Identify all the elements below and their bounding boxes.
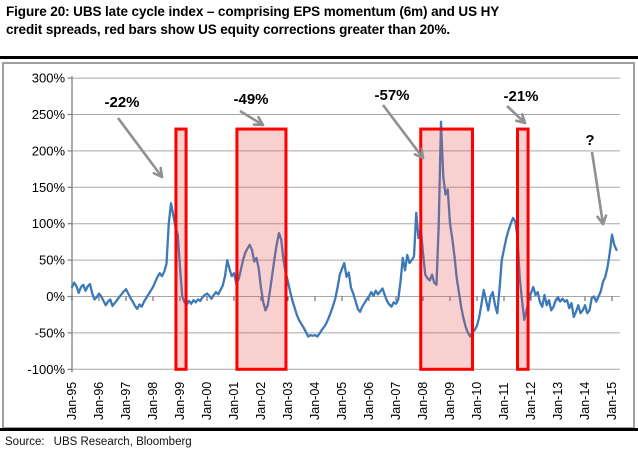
annotation-arrowhead — [159, 166, 164, 179]
y-axis-label: 150% — [32, 180, 66, 195]
source-text: UBS Research, Bloomberg — [53, 436, 192, 448]
y-axis-label: 0% — [46, 289, 65, 304]
annotation-arrowhead — [257, 115, 265, 127]
y-axis-label: 250% — [32, 107, 66, 122]
y-axis-label: -100% — [27, 362, 65, 377]
x-axis-label: Jan-15 — [605, 382, 619, 420]
figure-title-line2: credit spreads, red bars show US equity … — [6, 22, 450, 37]
annotation-arrow — [506, 105, 526, 124]
x-axis-label: Jan-14 — [578, 382, 592, 420]
annotation-arrow — [239, 109, 264, 127]
annotation-label: -22% — [104, 94, 139, 111]
x-axis-label: Jan-95 — [65, 382, 79, 420]
annotation-arrowhead — [420, 147, 425, 160]
annotation-label: -57% — [374, 87, 409, 104]
annotation-arrowhead — [520, 113, 527, 125]
x-axis-label: Jan-12 — [524, 382, 538, 420]
source-label: Source: — [5, 436, 45, 448]
late-cycle-index-line — [70, 120, 618, 338]
x-axis-label: Jan-99 — [173, 382, 187, 420]
figure-title-line1: Figure 20: UBS late cycle index – compri… — [6, 4, 500, 19]
y-axis-label: 200% — [32, 143, 66, 158]
x-axis-label: Jan-00 — [200, 382, 214, 420]
y-axis-label: -50% — [35, 325, 66, 340]
annotation-arrowhead — [601, 214, 608, 226]
figure-title: Figure 20: UBS late cycle index – compri… — [6, 3, 499, 39]
y-axis-label: 300% — [32, 71, 66, 86]
top-divider — [0, 56, 638, 59]
x-axis-label: Jan-98 — [146, 382, 160, 420]
y-axis-label: 100% — [32, 216, 66, 231]
equity-correction-bar — [419, 127, 474, 371]
x-axis-label: Jan-04 — [308, 382, 322, 420]
annotation-arrow — [116, 117, 164, 178]
source-note: Source: UBS Research, Bloomberg — [5, 436, 192, 448]
x-axis-label: Jan-09 — [443, 382, 457, 420]
x-axis-label: Jan-05 — [335, 382, 349, 420]
bottom-divider — [0, 428, 638, 431]
x-axis-label: Jan-01 — [227, 382, 241, 420]
x-axis-label: Jan-08 — [416, 382, 430, 420]
equity-correction-bar — [516, 127, 530, 371]
y-axis-label: 50% — [39, 253, 65, 268]
annotation-label: ? — [585, 132, 594, 149]
x-axis-label: Jan-03 — [281, 382, 295, 420]
annotation-arrow — [381, 104, 425, 159]
equity-correction-bar — [174, 127, 188, 371]
annotation-arrow — [590, 151, 605, 225]
x-axis-label: Jan-10 — [470, 382, 484, 420]
x-axis-label: Jan-11 — [497, 383, 511, 420]
x-axis-label: Jan-13 — [551, 382, 565, 420]
x-axis-label: Jan-06 — [362, 382, 376, 420]
x-axis-label: Jan-97 — [119, 382, 133, 420]
equity-correction-bar — [235, 127, 288, 371]
annotation-label: -49% — [233, 91, 268, 108]
x-axis-label: Jan-02 — [254, 382, 268, 420]
x-axis-label: Jan-96 — [92, 382, 106, 420]
x-axis-label: Jan-07 — [389, 382, 403, 420]
annotation-label: -21% — [503, 88, 538, 105]
